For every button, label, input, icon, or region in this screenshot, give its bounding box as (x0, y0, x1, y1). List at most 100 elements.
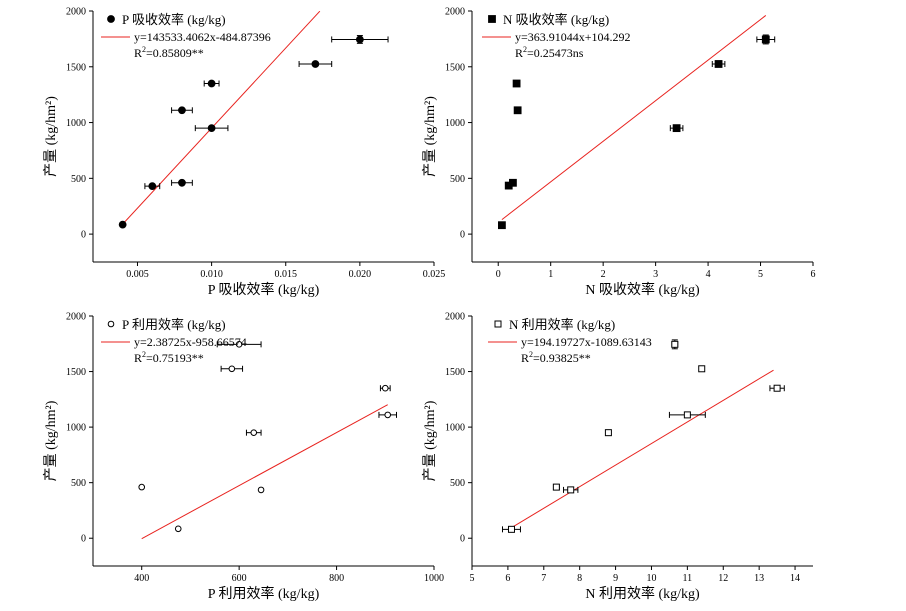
data-point (257, 486, 265, 494)
x-tick-label: 3 (653, 269, 658, 280)
y-tick-label: 500 (71, 174, 86, 185)
legend: N 吸收效率 (kg/kg)y=363.91044x+104.292R2=0.2… (482, 12, 631, 60)
data-point (311, 60, 320, 68)
y-tick-label: 1500 (445, 367, 465, 378)
data-point (118, 220, 127, 229)
legend-marker (107, 320, 115, 328)
x-tick-label: 4 (706, 269, 711, 280)
x-tick-label: 2 (601, 269, 606, 280)
fit-line (122, 11, 321, 225)
x-axis-title: P 利用效率 (kg/kg) (208, 585, 320, 602)
y-tick-label: 1000 (445, 118, 465, 129)
regression-equation: y=194.19727x-1089.63143 (521, 335, 652, 349)
data-point (174, 525, 182, 533)
x-tick-label: 600 (232, 573, 247, 584)
x-tick-label: 6 (811, 269, 816, 280)
r-squared-label: R2=0.75193** (134, 350, 204, 365)
data-point (384, 411, 392, 419)
data-point (698, 365, 706, 373)
legend-marker (107, 15, 115, 23)
regression-equation: y=143533.4062x-484.87396 (134, 30, 271, 44)
x-tick-label: 0.005 (126, 269, 149, 280)
data-point (498, 221, 506, 230)
x-axis-title: N 吸收效率 (kg/kg) (585, 281, 700, 298)
y-tick-label: 1500 (66, 62, 86, 73)
data-point (513, 106, 522, 115)
data-point (250, 429, 258, 436)
legend: P 利用效率 (kg/kg)y=2.38725x-958.66574R2=0.7… (101, 317, 247, 365)
regression-equation: y=2.38725x-958.66574 (134, 335, 247, 349)
r-squared-symbol: R (134, 351, 142, 365)
y-tick-label: 1000 (66, 423, 86, 434)
x-tick-label: 0.015 (274, 269, 297, 280)
y-tick-label: 0 (460, 534, 465, 545)
x-tick-label: 10 (646, 573, 656, 584)
r-squared-value: =0.85809** (146, 46, 204, 60)
chart-panel-4: 5 6 7 8 9 10 11 12 13 14 0 500 1000 1500 2000 N 利用效率 (k… (422, 312, 813, 602)
data-point (773, 384, 781, 392)
data-point (683, 411, 691, 419)
x-tick-label: 0.025 (423, 269, 446, 280)
data-point (552, 483, 560, 491)
y-tick-label: 2000 (66, 312, 86, 323)
legend-series-label: N 利用效率 (kg/kg) (509, 317, 615, 332)
r-squared-symbol: R (134, 46, 142, 60)
data-point (235, 341, 243, 348)
r-squared-value: =0.75193** (146, 351, 204, 365)
x-tick-label: 1 (548, 269, 553, 280)
y-tick-label: 1500 (445, 62, 465, 73)
data-point (567, 486, 575, 494)
data-point (714, 60, 723, 68)
r-squared-superscript: 2 (523, 45, 527, 54)
x-tick-label: 0.020 (349, 269, 372, 280)
r-squared-symbol: R (515, 46, 523, 60)
r-squared-superscript: 2 (142, 350, 146, 359)
legend: N 利用效率 (kg/kg) y=194.19727x-1089.63143R2=… (488, 317, 652, 365)
data-point (604, 429, 612, 437)
legend-marker (488, 15, 496, 23)
x-tick-label: 1000 (424, 573, 444, 584)
x-tick-label: 0 (496, 269, 501, 280)
x-tick-label: 13 (754, 573, 764, 584)
x-tick-label: 7 (541, 573, 546, 584)
x-axis-title: P 吸收效率 (kg/kg) (208, 281, 320, 298)
legend-series-label: P 吸收效率 (kg/kg) (122, 12, 226, 27)
data-point (671, 340, 679, 348)
y-tick-label: 2000 (66, 7, 86, 18)
x-axis-title: N 利用效率 (kg/kg) (585, 585, 700, 602)
y-tick-label: 500 (450, 478, 465, 489)
r-squared-value: =0.25473ns (527, 46, 584, 60)
data-point (178, 106, 186, 115)
r-squared-label: R2=0.93825** (521, 350, 591, 365)
y-tick-label: 1000 (66, 118, 86, 129)
regression-equation: y=363.91044x+104.292 (515, 30, 631, 44)
data-point (207, 124, 216, 133)
legend-series-label: N 吸收效率 (kg/kg) (503, 12, 609, 27)
y-tick-label: 500 (450, 174, 465, 185)
y-axis-title: 产量 (kg/hm²) (43, 400, 59, 481)
legend-series-label: P 利用效率 (kg/kg) (122, 317, 226, 332)
x-tick-label: 400 (134, 573, 149, 584)
x-tick-label: 6 (505, 573, 510, 584)
y-axis-title: 产量 (kg/hm²) (43, 96, 59, 177)
x-tick-label: 0.010 (200, 269, 223, 280)
y-tick-label: 0 (81, 534, 86, 545)
r-squared-label: R2=0.25473ns (515, 45, 584, 60)
x-tick-label: 5 (758, 269, 763, 280)
fit-line (141, 404, 388, 540)
data-point (672, 124, 681, 133)
x-tick-label: 9 (613, 573, 618, 584)
fit-line (501, 15, 767, 221)
chart-panel-1: 0.005 0.010 0.015 0.020 0.025 0 500 1000 1500 200… (43, 7, 445, 299)
r-squared-symbol: R (521, 351, 529, 365)
y-tick-label: 2000 (445, 312, 465, 323)
data-point (228, 365, 236, 373)
x-tick-label: 11 (683, 573, 693, 584)
r-squared-label: R2=0.85809** (134, 45, 204, 60)
y-tick-label: 2000 (445, 7, 465, 18)
r-squared-superscript: 2 (529, 350, 533, 359)
data-point (138, 483, 146, 491)
y-tick-label: 0 (460, 230, 465, 241)
x-tick-label: 14 (790, 573, 800, 584)
